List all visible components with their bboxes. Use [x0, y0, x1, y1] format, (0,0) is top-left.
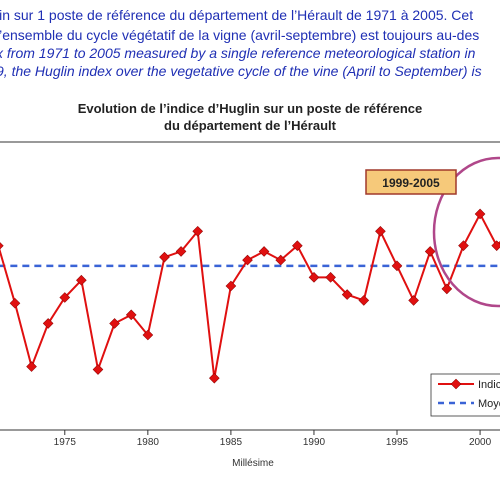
data-point-1971: [0, 240, 4, 252]
chart-title-line-2: du département de l’Hérault: [164, 118, 336, 133]
legend-marker-indice: [450, 378, 462, 390]
huglin-index-line: [0, 211, 500, 379]
legend-label-indice: Indic: [478, 379, 500, 391]
data-point-1990: [308, 272, 320, 283]
data-point-1997: [424, 246, 436, 257]
data-point-2000: [474, 208, 486, 220]
data-point-1977: [92, 364, 104, 375]
data-point-1984: [209, 372, 220, 384]
data-point-1975: [59, 292, 71, 303]
data-point-1985: [225, 280, 237, 292]
x-axis-ticks: 1975 1980 1985 1990 1995 2000: [54, 430, 492, 448]
x-tick-label-1980: 1980: [137, 437, 160, 448]
x-tick-label-1975: 1975: [54, 437, 77, 448]
data-point-1972: [9, 297, 21, 309]
x-tick-label-1985: 1985: [220, 437, 243, 448]
legend-box: [430, 373, 500, 417]
data-point-1982: [175, 246, 187, 257]
x-tick-label-2000: 2000: [469, 437, 492, 448]
data-point-1993: [358, 295, 370, 306]
data-point-1994: [375, 225, 386, 237]
annotation-label: 1999-2005: [382, 176, 440, 190]
data-point-1992: [341, 289, 353, 300]
data-point-1978: [109, 318, 120, 329]
data-point-1991: [325, 272, 336, 283]
highlight-ellipse: [432, 156, 500, 308]
data-point-1999: [458, 240, 469, 251]
legend: Indic Moye: [430, 373, 500, 417]
data-point-1987: [258, 246, 270, 257]
legend-label-moyenne: Moye: [478, 398, 500, 410]
period-annotation: 1999-2005: [365, 169, 457, 195]
data-point-1979: [125, 309, 137, 321]
data-point-1995: [391, 260, 403, 272]
x-tick-label-1990: 1990: [303, 437, 326, 448]
data-point-1974: [42, 318, 54, 329]
data-point-1983: [192, 225, 203, 237]
data-point-1998: [441, 283, 453, 295]
data-point-1996: [408, 295, 419, 306]
data-point-1981: [159, 251, 170, 263]
chart-title-line-1: Evolution de l’indice d’Huglin sur un po…: [77, 101, 423, 116]
data-point-1973: [26, 361, 37, 372]
data-point-1980: [142, 329, 154, 341]
caption-line-2: l’ensemble du cycle végétatif de la vign…: [0, 27, 480, 43]
plot-frame: [0, 141, 500, 431]
data-point-1976: [76, 274, 87, 286]
x-axis-label: Millésime: [232, 458, 274, 469]
data-point-1989: [292, 240, 303, 252]
series-group: [0, 208, 500, 384]
caption-line-1: lin sur 1 poste de référence du départem…: [0, 7, 474, 23]
caption-line-3: x from 1971 to 2005 measured by a single…: [0, 45, 476, 61]
data-point-1988: [275, 254, 287, 266]
data-point-1986: [242, 254, 253, 266]
x-tick-label-1995: 1995: [386, 437, 409, 448]
annotation-box: [365, 169, 457, 195]
caption-line-4: 9, the Huglin index over the vegetative …: [0, 63, 482, 79]
data-point-2001: [491, 240, 500, 251]
